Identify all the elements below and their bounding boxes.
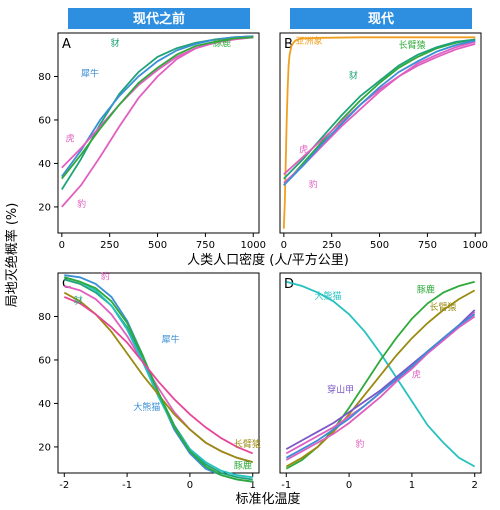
panel-c-series-label: 大熊猫 — [133, 401, 160, 413]
panel-a-y-tick-label: 60 — [38, 115, 51, 126]
panel-b-series-line — [283, 40, 476, 184]
panel-d-series-label: 豚鹿 — [417, 284, 435, 296]
panel-b-x-tick-label: 250 — [322, 240, 341, 251]
panel-a-y-tick-label: 80 — [38, 72, 51, 83]
panel-c-letter: C — [62, 277, 71, 292]
header-left-banner — [68, 8, 250, 29]
panel-d-frame — [279, 272, 482, 474]
panel-c-y-tick-label: 20 — [38, 442, 51, 453]
panel-c-x-tick-label: -2 — [59, 480, 69, 491]
panel-a-x-tick-label: 750 — [196, 240, 215, 251]
panel-c-series-line — [64, 274, 253, 483]
panel-c-series-label: 豺 — [74, 294, 83, 306]
panel-b-series-label: 长臂猿 — [399, 39, 426, 51]
panel-d-series-label: 大熊猫 — [315, 290, 342, 302]
panel-b-series-line — [282, 36, 476, 229]
panel-d-series-line — [286, 280, 476, 468]
panel-a-x-tick-label: 1000 — [241, 240, 266, 251]
panel-d-series-label: 虎 — [412, 368, 421, 380]
panel-a-series-label: 豺 — [111, 37, 120, 49]
panel-a-series-label: 豚鹿 — [213, 37, 231, 49]
panel-d-series-label: 豹 — [355, 438, 364, 450]
panel-c-frame — [57, 272, 260, 474]
x-axis-title-bottom: 标准化温度 — [235, 491, 300, 507]
panel-c-y-tick-label: 40 — [38, 399, 51, 410]
panel-c-series-label: 长臂猿 — [234, 438, 261, 450]
panel-c-series-label: 豚鹿 — [234, 460, 252, 472]
panel-a-series-line — [61, 36, 254, 180]
panel-b-series-line — [283, 39, 476, 186]
panel-a-frame — [57, 32, 260, 234]
panel-a-series-line — [61, 35, 254, 178]
panel-a-y-tick-label: 40 — [38, 159, 51, 170]
panel-a-x-tick-label: 500 — [148, 240, 167, 251]
panel-d-x-tick-label: 0 — [346, 480, 352, 491]
panel-a-y-tick-label: 20 — [38, 202, 51, 213]
panel-c-series-line — [63, 296, 254, 455]
panel-d-letter: D — [284, 277, 294, 292]
panel-d-x-tick-label: 2 — [472, 480, 478, 491]
panel-c-series-line — [64, 276, 253, 483]
panel-b-x-tick-label: 1000 — [463, 240, 488, 251]
panel-b-letter: B — [284, 37, 293, 52]
panel-c-series-line — [64, 278, 253, 481]
x-axis-title-top: 人类人口密度 (人/平方公里) — [187, 252, 349, 268]
panel-a-series-label: 犀牛 — [81, 67, 99, 79]
panel-d-series-line — [285, 309, 476, 450]
panel-c-x-tick-label: 0 — [187, 480, 193, 491]
panel-a-series-line — [61, 36, 254, 208]
header-left-label: 现代之前 — [133, 11, 185, 27]
panel-a-series-line — [61, 35, 254, 190]
panel-b-series-line — [283, 38, 476, 186]
panel-d-series-line — [285, 289, 476, 468]
panel-b-x-tick-label: 750 — [418, 240, 437, 251]
panel-b-series-label: 豹 — [309, 178, 318, 190]
header-right-label: 现代 — [368, 11, 394, 27]
panel-b-x-tick-label: 0 — [281, 240, 287, 251]
panel-b-series-line — [283, 43, 476, 175]
panel-c-x-tick-label: 1 — [250, 480, 256, 491]
panel-d-series-label: 长臂猿 — [429, 301, 456, 313]
panel-a-x-tick-label: 0 — [59, 240, 65, 251]
header-right-banner — [290, 8, 472, 29]
panel-b-series-label: 豺 — [349, 70, 358, 82]
panel-a-letter: A — [62, 37, 71, 52]
y-axis-title: 局地灭绝概率 (%) — [4, 203, 20, 308]
panel-b-frame — [279, 32, 482, 234]
panel-d-series-line — [285, 313, 476, 459]
panel-a-series-label: 虎 — [66, 133, 75, 145]
panel-b-series-line — [283, 38, 476, 180]
panel-d-x-tick-label: -1 — [281, 480, 291, 491]
panel-b-series-label: 亚洲象 — [295, 35, 322, 47]
panel-d-x-tick-label: 1 — [409, 480, 415, 491]
panel-c-y-tick-label: 60 — [38, 355, 51, 366]
panel-a-x-tick-label: 250 — [100, 240, 119, 251]
panel-c-series-line — [64, 276, 253, 479]
panel-c-series-label: 豹 — [101, 271, 110, 283]
panel-c-y-tick-label: 80 — [38, 312, 51, 323]
panel-d-series-label: 穿山甲 — [327, 384, 354, 396]
panel-a-series-label: 豹 — [77, 198, 86, 210]
panel-c-series-label: 犀牛 — [162, 334, 180, 346]
panel-b-series-label: 虎 — [299, 144, 308, 156]
panel-c-x-tick-label: -1 — [122, 480, 132, 491]
panel-b-x-tick-label: 500 — [370, 240, 389, 251]
panel-a-series-line — [61, 36, 254, 169]
panel-c-series-line — [63, 291, 253, 463]
